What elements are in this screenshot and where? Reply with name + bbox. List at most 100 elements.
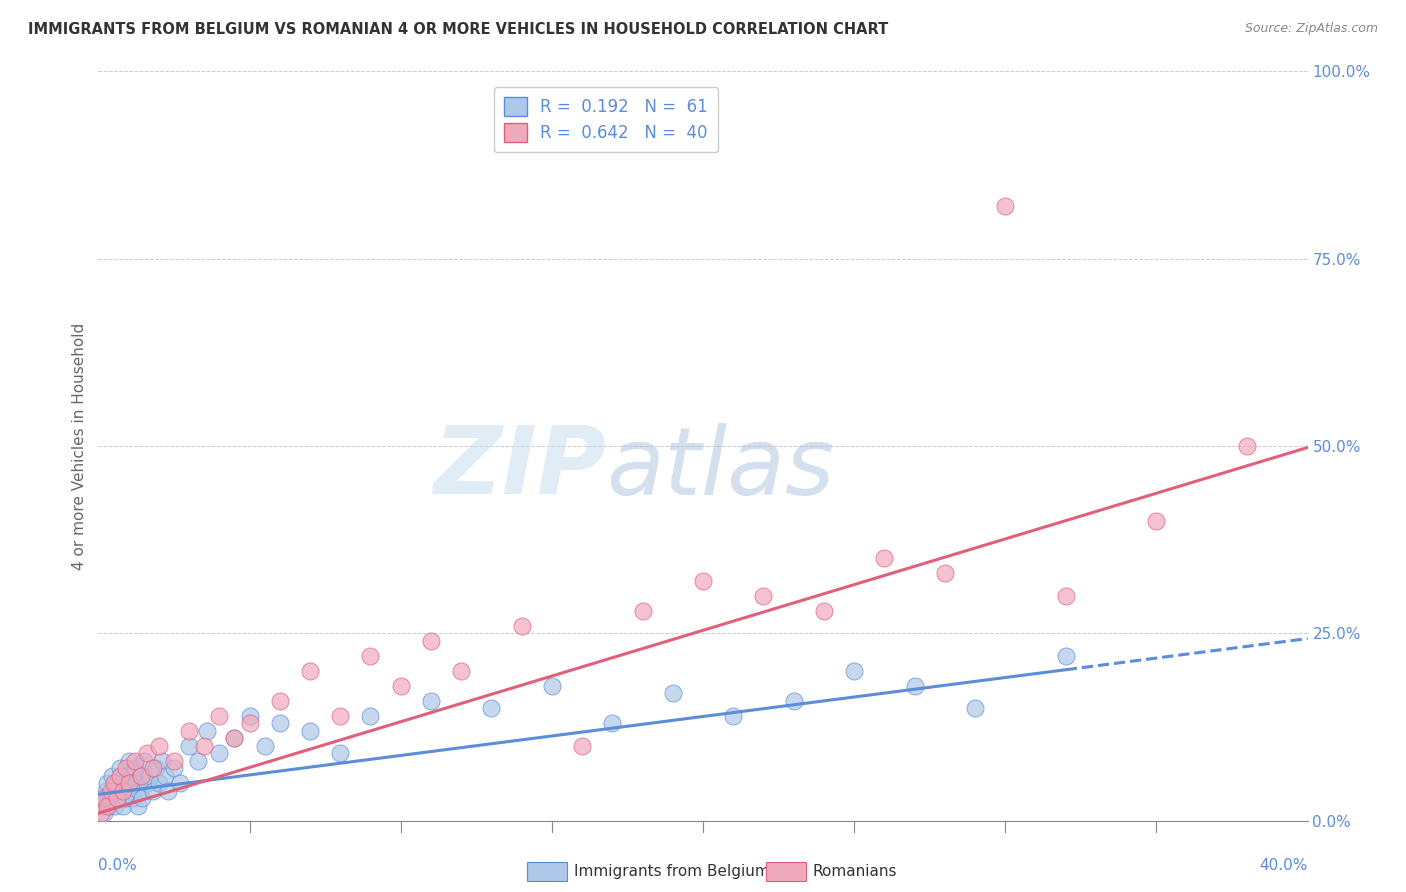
- Text: Source: ZipAtlas.com: Source: ZipAtlas.com: [1244, 22, 1378, 36]
- Point: [239, 716, 262, 731]
- Point: [360, 648, 382, 663]
- Text: Immigrants from Belgium: Immigrants from Belgium: [574, 864, 769, 879]
- Point: [148, 776, 170, 790]
- Point: [110, 783, 132, 797]
- Point: [98, 798, 121, 813]
- Point: [1054, 589, 1077, 603]
- Point: [239, 708, 262, 723]
- Point: [965, 701, 987, 715]
- Point: [142, 761, 165, 775]
- Y-axis label: 4 or more Vehicles in Household: 4 or more Vehicles in Household: [72, 322, 87, 570]
- Text: IMMIGRANTS FROM BELGIUM VS ROMANIAN 4 OR MORE VEHICLES IN HOUSEHOLD CORRELATION : IMMIGRANTS FROM BELGIUM VS ROMANIAN 4 OR…: [28, 22, 889, 37]
- Point: [135, 746, 157, 760]
- Point: [208, 746, 231, 760]
- Point: [661, 686, 683, 700]
- Point: [107, 791, 129, 805]
- Point: [156, 783, 179, 797]
- Point: [111, 798, 134, 813]
- Point: [100, 791, 122, 805]
- Point: [124, 761, 146, 775]
- Point: [420, 694, 443, 708]
- Point: [723, 708, 745, 723]
- Point: [169, 776, 191, 790]
- Point: [904, 679, 927, 693]
- Legend: R =  0.192   N =  61, R =  0.642   N =  40: R = 0.192 N = 61, R = 0.642 N = 40: [494, 87, 718, 153]
- Point: [450, 664, 472, 678]
- Point: [481, 701, 503, 715]
- Point: [224, 731, 246, 746]
- Point: [118, 754, 141, 768]
- Point: [115, 776, 138, 790]
- Point: [150, 754, 173, 768]
- Point: [93, 806, 115, 821]
- Point: [873, 551, 896, 566]
- Point: [114, 761, 136, 775]
- Point: [510, 619, 533, 633]
- Point: [934, 566, 956, 581]
- Point: [299, 723, 322, 738]
- Point: [269, 694, 291, 708]
- Point: [602, 716, 624, 731]
- Point: [179, 723, 201, 738]
- Point: [329, 708, 352, 723]
- Point: [114, 791, 136, 805]
- Point: [104, 798, 127, 813]
- Point: [90, 798, 112, 813]
- Text: Romanians: Romanians: [813, 864, 897, 879]
- Text: ZIP: ZIP: [433, 423, 606, 515]
- Point: [108, 761, 131, 775]
- Point: [299, 664, 322, 678]
- Point: [540, 679, 562, 693]
- Point: [163, 761, 186, 775]
- Point: [224, 731, 246, 746]
- Point: [142, 783, 165, 797]
- Text: 40.0%: 40.0%: [1260, 858, 1308, 873]
- Point: [105, 791, 128, 805]
- Point: [420, 633, 443, 648]
- Point: [124, 754, 146, 768]
- Point: [193, 739, 215, 753]
- Point: [994, 199, 1017, 213]
- Point: [329, 746, 352, 760]
- Point: [131, 791, 153, 805]
- Point: [91, 791, 114, 805]
- Point: [90, 806, 112, 821]
- Point: [1146, 514, 1168, 528]
- Point: [118, 776, 141, 790]
- Point: [103, 776, 125, 790]
- Point: [127, 798, 149, 813]
- Point: [844, 664, 866, 678]
- Point: [253, 739, 276, 753]
- Point: [129, 769, 152, 783]
- Point: [100, 783, 122, 797]
- Point: [571, 739, 593, 753]
- Point: [125, 776, 148, 790]
- Point: [129, 769, 152, 783]
- Point: [631, 604, 654, 618]
- Point: [96, 776, 118, 790]
- Point: [145, 761, 167, 775]
- Point: [96, 798, 118, 813]
- Point: [111, 783, 134, 797]
- Point: [112, 769, 135, 783]
- Point: [187, 754, 209, 768]
- Point: [108, 769, 131, 783]
- Point: [1236, 439, 1258, 453]
- Point: [1054, 648, 1077, 663]
- Point: [139, 769, 162, 783]
- Point: [153, 769, 176, 783]
- Point: [813, 604, 835, 618]
- Point: [135, 776, 157, 790]
- Point: [132, 754, 155, 768]
- Point: [121, 769, 143, 783]
- Point: [101, 769, 124, 783]
- Point: [783, 694, 806, 708]
- Point: [94, 783, 117, 797]
- Point: [103, 783, 125, 797]
- Point: [128, 783, 150, 797]
- Point: [122, 791, 145, 805]
- Point: [93, 791, 115, 805]
- Point: [269, 716, 291, 731]
- Point: [360, 708, 382, 723]
- Point: [208, 708, 231, 723]
